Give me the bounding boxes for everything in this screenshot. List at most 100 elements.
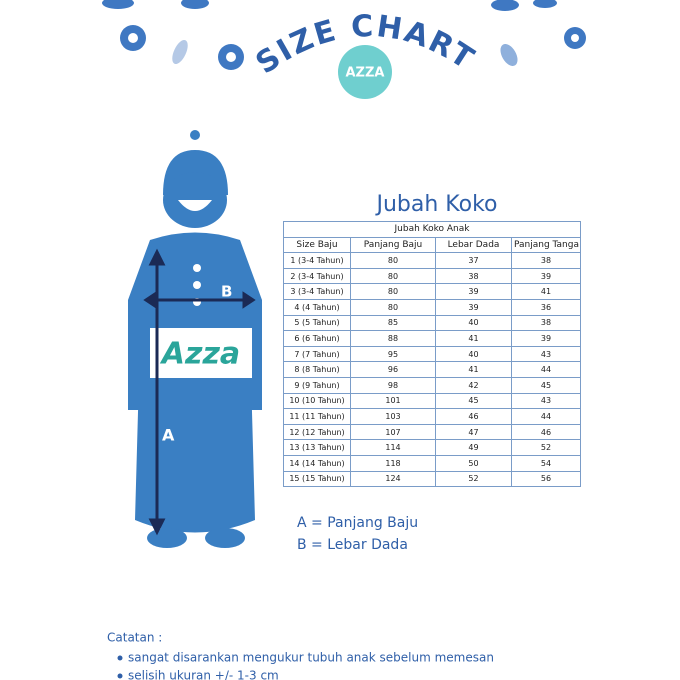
table-cell: 54 — [510, 454, 582, 472]
table-cell: 45 — [435, 392, 512, 410]
table-cell: 12 (12 Tahun) — [283, 423, 351, 441]
table-cell: 39 — [435, 298, 512, 316]
table-cell: 40 — [435, 345, 512, 363]
table-cell: 43 — [510, 345, 582, 363]
table-cell: 11 (11 Tahun) — [283, 408, 351, 425]
table-row: 12 (12 Tahun) 107 47 46 — [283, 423, 582, 441]
table-row: 13 (13 Tahun) 114 49 52 — [283, 439, 582, 456]
table-row: 7 (7 Tahun) 95 40 43 — [283, 345, 582, 363]
table-cell: 44 — [510, 408, 582, 425]
table-cell: 80 — [350, 298, 436, 316]
table-cell: 50 — [435, 454, 512, 472]
table-cell: 15 (15 Tahun) — [283, 470, 351, 488]
table-cell: 45 — [510, 376, 582, 394]
table-cell: 42 — [435, 376, 512, 394]
table-cell: 46 — [435, 408, 512, 425]
table-cell: 52 — [510, 439, 582, 456]
table-row: 8 (8 Tahun) 96 41 44 — [283, 361, 582, 378]
table-cell: 39 — [510, 330, 582, 347]
table-cell: 46 — [510, 423, 582, 441]
table-cell: 98 — [350, 376, 436, 394]
label-b: B — [221, 283, 232, 301]
table-cell: 38 — [510, 252, 582, 269]
logo-band — [150, 328, 252, 378]
table-cell: 103 — [350, 408, 436, 425]
table-row: 10 (10 Tahun) 101 45 43 — [283, 392, 582, 410]
table-row: 11 (11 Tahun) 103 46 44 — [283, 408, 582, 425]
table-cell: 8 (8 Tahun) — [283, 361, 351, 378]
table-cell: 5 (5 Tahun) — [283, 314, 351, 332]
figure-logo: Azza — [160, 337, 240, 372]
table-row: 2 (3-4 Tahun) 80 38 39 — [283, 267, 582, 285]
table-cell: 124 — [350, 470, 436, 488]
table-row: 14 (14 Tahun) 118 50 54 — [283, 454, 582, 472]
table-cell: 41 — [435, 330, 512, 347]
table-cell: 88 — [350, 330, 436, 347]
table-row: 9 (9 Tahun) 98 42 45 — [283, 376, 582, 394]
column-header: Lebar Dada — [435, 236, 512, 254]
table-row: 4 (4 Tahun) 80 39 36 — [283, 298, 582, 316]
flowers — [102, 0, 586, 70]
logo-badge — [338, 45, 392, 99]
table-cell: 118 — [350, 454, 436, 472]
table-row: 1 (3-4 Tahun) 80 37 38 — [283, 252, 582, 269]
table-cell: 85 — [350, 314, 436, 332]
table-cell: 7 (7 Tahun) — [283, 345, 351, 363]
label-a: A — [162, 426, 175, 445]
table-cell: 96 — [350, 361, 436, 378]
table-row: 3 (3-4 Tahun) 80 39 41 — [283, 283, 582, 300]
table-cell: 10 (10 Tahun) — [283, 392, 351, 410]
logo-text: AZZA — [346, 66, 385, 81]
table-cell: 40 — [435, 314, 512, 332]
caption-row: Jubah Koko Anak — [282, 221, 582, 238]
size-table: Jubah Koko Anak Size Baju Panjang Baju Leb… — [282, 221, 582, 488]
table-cell: 41 — [510, 283, 582, 300]
table-cell: 4 (4 Tahun) — [283, 298, 351, 316]
table-cell: 101 — [350, 392, 436, 410]
table-cell: 39 — [510, 267, 582, 285]
smile — [178, 200, 212, 211]
table-cell: 1 (3-4 Tahun) — [283, 252, 351, 269]
arrows — [143, 248, 256, 536]
kid-figure — [128, 130, 262, 548]
table-cell: 56 — [510, 470, 582, 488]
column-header: Panjang Baju — [350, 236, 436, 254]
table-row: 15 (15 Tahun) 124 52 56 — [283, 470, 582, 488]
note-item: selisih ukuran +/- 1-3 cm — [128, 669, 279, 680]
column-header: Panjang Tanga — [510, 236, 582, 254]
table-cell: 9 (9 Tahun) — [283, 376, 351, 394]
table-cell: 52 — [435, 470, 512, 488]
table-cell: 13 (13 Tahun) — [283, 439, 351, 456]
table-cell: 114 — [350, 439, 436, 456]
table-cell: 3 (3-4 Tahun) — [283, 283, 351, 300]
table-row: 5 (5 Tahun) 85 40 38 — [283, 314, 582, 332]
section-title: Jubah Koko — [374, 192, 497, 217]
table-cell: 80 — [350, 283, 436, 300]
table-cell: 80 — [350, 252, 436, 269]
legend-b: B = Lebar Dada — [297, 537, 408, 553]
table-cell: 38 — [435, 267, 512, 285]
table-cell: 6 (6 Tahun) — [283, 330, 351, 347]
table-cell: 80 — [350, 267, 436, 285]
table-caption: Jubah Koko Anak — [282, 221, 582, 238]
table-cell: 36 — [510, 298, 582, 316]
table-cell: 43 — [510, 392, 582, 410]
table-cell: 44 — [510, 361, 582, 378]
table-cell: 95 — [350, 345, 436, 363]
table-cell: 41 — [435, 361, 512, 378]
header-row: Size Baju Panjang Baju Lebar Dada Panjang T… — [283, 236, 582, 254]
table-row: 6 (6 Tahun) 88 41 39 — [283, 330, 582, 347]
table-cell: 49 — [435, 439, 512, 456]
table-cell: 107 — [350, 423, 436, 441]
table-cell: 37 — [435, 252, 512, 269]
table-cell: 14 (14 Tahun) — [283, 454, 351, 472]
column-header: Size Baju — [283, 236, 351, 254]
table-cell: 38 — [510, 314, 582, 332]
table-cell: 39 — [435, 283, 512, 300]
legend-a: A = Panjang Baju — [297, 515, 418, 531]
table-cell: 47 — [435, 423, 512, 441]
notes-title: Catatan : — [107, 631, 162, 645]
note-item: sangat disarankan mengukur tubuh anak se… — [128, 651, 494, 665]
